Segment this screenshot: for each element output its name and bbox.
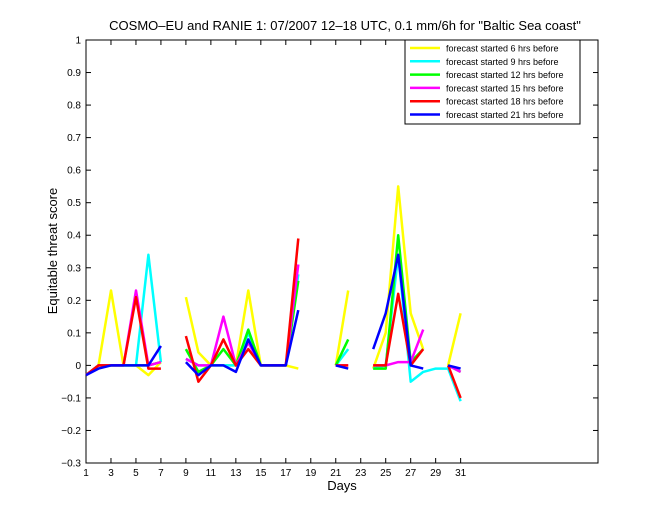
- y-tick-label: 0.3: [67, 263, 81, 274]
- y-tick-label: 1: [75, 36, 81, 47]
- y-tick-label: −0.2: [61, 426, 81, 437]
- x-tick-label: 17: [280, 468, 292, 479]
- x-tick-label: 5: [133, 468, 139, 479]
- y-tick-label: 0.2: [67, 296, 81, 307]
- x-tick-label: 31: [455, 468, 467, 479]
- x-tick-label: 29: [430, 468, 442, 479]
- x-tick-label: 3: [108, 468, 114, 479]
- legend-label: forecast started 9 hrs before: [446, 57, 559, 67]
- series-line-segment: [372, 185, 425, 370]
- x-tick-label: 25: [380, 468, 392, 479]
- x-tick-label: 13: [230, 468, 242, 479]
- series-line-segment: [334, 290, 350, 366]
- x-tick-label: 19: [305, 468, 317, 479]
- y-tick-label: −0.3: [61, 459, 81, 470]
- y-tick-label: 0.7: [67, 133, 81, 144]
- x-tick-label: 21: [330, 468, 342, 479]
- y-tick-label: 0.6: [67, 166, 81, 177]
- y-tick-label: 0.9: [67, 68, 81, 79]
- y-tick-label: −0.1: [61, 393, 81, 404]
- series-line-segment: [184, 309, 300, 377]
- x-tick-label: 7: [158, 468, 164, 479]
- legend: forecast started 6 hrs before forecast st…: [404, 39, 581, 125]
- y-tick-label: 0.8: [67, 101, 81, 112]
- x-tick-label: 27: [405, 468, 417, 479]
- legend-label: forecast started 15 hrs before: [446, 83, 564, 93]
- y-axis-label: Equitable threat score: [45, 188, 60, 314]
- x-axis-label: Days: [327, 478, 357, 493]
- series-line-segment: [85, 345, 162, 377]
- legend-label: forecast started 6 hrs before: [446, 44, 559, 54]
- series-line-segment: [335, 364, 349, 370]
- legend-box: [404, 39, 581, 125]
- legend-label: forecast started 18 hrs before: [446, 97, 564, 107]
- y-tick-label: 0.5: [67, 198, 81, 209]
- x-tick-label: 9: [183, 468, 189, 479]
- y-tick-label: 0: [75, 361, 81, 372]
- x-axis: 1 3 5 7 9 11 13 15 17 19 21 23 25 27 29 31: [83, 40, 467, 479]
- chart-title: COSMO–EU and RANIE 1: 07/2007 12–18 UTC,…: [109, 18, 581, 33]
- series-lines: [85, 185, 462, 402]
- series-line-segment: [446, 364, 462, 399]
- x-tick-label: 11: [206, 468, 217, 479]
- legend-label: forecast started 12 hrs before: [446, 70, 564, 80]
- series-line-segment: [372, 253, 424, 370]
- series-line-segment: [373, 233, 425, 370]
- y-tick-label: 0.1: [67, 328, 81, 339]
- series-line-segment: [334, 338, 350, 366]
- series-line-segment: [373, 292, 425, 367]
- legend-label: forecast started 21 hrs before: [446, 110, 564, 120]
- series-line-segment: [447, 364, 461, 370]
- series-line-segment: [446, 313, 462, 366]
- series-6: [85, 253, 461, 377]
- x-tick-label: 1: [83, 468, 89, 479]
- x-tick-label: 23: [355, 468, 367, 479]
- x-tick-label: 15: [255, 468, 267, 479]
- y-axis: −0.3 −0.2 −0.1 0 0.1 0.2 0.3 0.4 0.5 0.6 0.7 0.8 0.9…: [61, 36, 598, 470]
- y-tick-label: 0.4: [67, 231, 81, 242]
